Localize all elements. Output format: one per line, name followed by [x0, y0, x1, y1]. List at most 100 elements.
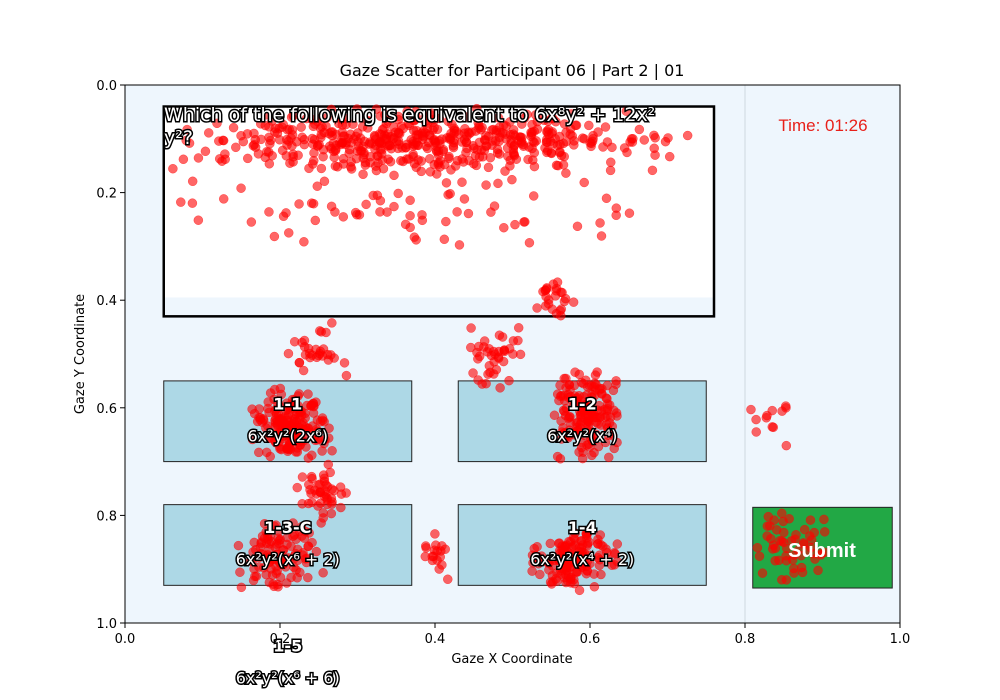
gaze-point: [479, 336, 490, 346]
gaze-point: [283, 228, 294, 238]
gaze-point: [338, 212, 349, 222]
gaze-point: [528, 191, 539, 201]
gaze-point: [365, 116, 375, 127]
gaze-point: [327, 446, 337, 456]
gaze-point: [471, 160, 482, 171]
gaze-point: [439, 234, 450, 245]
gaze-point: [581, 529, 592, 539]
gaze-point: [493, 178, 503, 189]
gaze-point: [513, 335, 523, 346]
gaze-point: [543, 299, 554, 309]
gaze-point: [242, 153, 253, 164]
gaze-point: [327, 127, 337, 137]
gaze-point: [595, 218, 605, 228]
gaze-point: [493, 113, 504, 123]
gaze-point: [574, 585, 585, 596]
gaze-point: [466, 323, 476, 333]
option-expr-1-3-C: 6x²y²(x⁶ + 2): [236, 550, 340, 569]
gaze-point: [789, 563, 799, 574]
gaze-point: [247, 434, 258, 445]
gaze-point: [532, 303, 542, 313]
gaze-point: [274, 535, 284, 546]
gaze-point: [346, 164, 357, 174]
gaze-point: [542, 126, 552, 136]
gaze-point: [542, 283, 552, 293]
gaze-point: [452, 207, 462, 217]
gaze-point: [302, 400, 312, 411]
y-axis-ticks: 0.0 0.2 0.4 0.6 0.8 1.0: [96, 79, 125, 632]
gaze-point: [375, 207, 385, 217]
gaze-point: [307, 133, 318, 144]
gaze-point: [325, 467, 335, 478]
gaze-point: [612, 539, 623, 549]
gaze-point: [535, 569, 545, 580]
gaze-point: [319, 176, 330, 187]
gaze-point: [503, 151, 513, 162]
y-tick-label: 0.4: [96, 294, 117, 309]
gaze-point: [269, 521, 280, 531]
gaze-point: [307, 497, 317, 508]
gaze-point: [301, 442, 311, 452]
gaze-point: [584, 120, 594, 131]
gaze-point: [228, 122, 239, 133]
gaze-point: [323, 459, 334, 470]
gaze-point: [256, 134, 266, 145]
gaze-point: [611, 203, 622, 213]
gaze-point: [420, 541, 431, 551]
gaze-point: [245, 556, 256, 566]
gaze-point: [594, 400, 604, 411]
gaze-point: [508, 129, 519, 139]
gaze-point: [507, 174, 517, 185]
gaze-point: [769, 515, 779, 525]
option-id-1-1: 1-1: [273, 394, 302, 413]
gaze-point: [365, 157, 375, 168]
gaze-point: [513, 135, 523, 146]
gaze-point: [307, 450, 317, 461]
x-tick-label: 1.0: [890, 632, 911, 647]
gaze-point: [203, 128, 214, 138]
gaze-point: [505, 161, 515, 171]
gaze-point: [587, 435, 598, 446]
option-expr-1-1: 6x²y²(2x⁶): [248, 426, 329, 445]
gaze-point: [561, 136, 571, 147]
gaze-point: [682, 130, 693, 141]
gaze-point: [393, 188, 403, 199]
gaze-point: [358, 169, 368, 180]
gaze-point: [607, 142, 617, 153]
gaze-point: [271, 554, 282, 565]
gaze-point: [556, 150, 567, 161]
gaze-point: [540, 143, 550, 153]
gaze-point: [483, 162, 494, 173]
gaze-point: [357, 122, 368, 132]
gaze-point: [300, 554, 311, 564]
gaze-point: [402, 139, 412, 150]
plot-frame: [124, 84, 901, 624]
gaze-point: [604, 452, 614, 463]
gaze-point: [438, 146, 448, 157]
gaze-point: [286, 572, 296, 583]
option-expr-1-4: 6x²y²(x⁴ + 2): [530, 550, 634, 569]
gaze-point: [510, 219, 520, 230]
gaze-point: [786, 536, 797, 546]
gaze-point: [383, 154, 393, 164]
gaze-point: [247, 404, 257, 414]
y-tick-label: 0.0: [96, 79, 117, 94]
gaze-point: [283, 409, 294, 420]
gaze-point: [647, 165, 658, 176]
gaze-point: [777, 508, 787, 519]
gaze-point: [609, 443, 619, 454]
gaze-point: [313, 140, 323, 151]
gaze-point: [351, 153, 362, 164]
gaze-point: [551, 160, 562, 171]
gaze-point: [589, 569, 599, 579]
gaze-point: [214, 136, 224, 146]
gaze-point: [310, 215, 321, 226]
gaze-point: [260, 110, 271, 120]
submit-label: Submit: [788, 540, 856, 562]
y-tick-label: 0.6: [96, 402, 117, 417]
gaze-point: [372, 151, 382, 161]
gaze-point: [231, 142, 241, 153]
gaze-point: [327, 318, 337, 328]
gaze-point: [409, 232, 420, 242]
question-box: [162, 105, 716, 318]
